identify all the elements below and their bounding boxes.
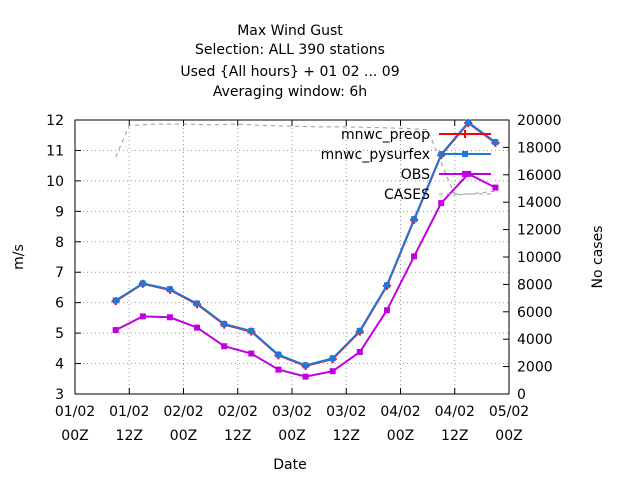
y2-tick-label: 16000 (517, 168, 562, 184)
data-point (248, 327, 255, 334)
title-line-2: Selection: ALL 390 stations (195, 42, 385, 58)
data-point (492, 139, 499, 146)
y2-axis-label: No cases (590, 226, 606, 289)
y-axis-label: m/s (11, 244, 27, 270)
x-tick-label: 04/02 (380, 404, 420, 420)
data-point (329, 368, 336, 375)
y2-tick-label: 2000 (517, 360, 553, 376)
y2-tick-label: 10000 (517, 250, 562, 266)
y2-tick-label: 12000 (517, 223, 562, 239)
x-tick-label: 00Z (387, 428, 414, 444)
data-point (275, 366, 282, 373)
y-tick-label: 5 (55, 326, 64, 342)
data-point (112, 327, 119, 334)
x-tick-label: 12Z (224, 428, 251, 444)
x-tick-label: 02/02 (163, 404, 203, 420)
y2-tick-label: 4000 (517, 332, 553, 348)
x-tick-label: 01/02 (109, 404, 149, 420)
x-tick-label: 00Z (170, 428, 197, 444)
data-point (411, 253, 418, 260)
title-line-3: Used {All hours} + 01 02 ... 09 (180, 64, 399, 80)
legend-label: OBS (401, 167, 430, 183)
data-point (221, 320, 228, 327)
x-tick-label: 12Z (441, 428, 468, 444)
y2-tick-label: 14000 (517, 195, 562, 211)
data-point (194, 300, 201, 307)
data-point (356, 348, 363, 355)
data-point (194, 324, 201, 331)
series-mnwc-pysurfex (112, 119, 499, 369)
y2-tick-label: 6000 (517, 305, 553, 321)
y-tick-label: 4 (55, 357, 64, 373)
tick-marks (74, 119, 510, 395)
series-cases (115, 123, 496, 196)
data-point (112, 297, 119, 304)
data-point (492, 184, 499, 191)
y2-tick-labels: 0 2000 4000 6000 8000 10000 12000 14000 16000 180… (517, 113, 562, 403)
x-tick-label: 00Z (278, 428, 305, 444)
y2-tick-label: 20000 (517, 113, 562, 129)
series-obs (112, 170, 499, 380)
data-point (275, 351, 282, 358)
data-point (383, 282, 390, 289)
data-point (438, 200, 445, 207)
y-tick-labels: 3 4 5 6 7 8 9 10 11 12 (46, 113, 64, 403)
data-point (166, 314, 173, 321)
x-tick-label: 04/02 (435, 404, 475, 420)
legend-marker (461, 130, 469, 138)
legend-label: mnwc_pysurfex (321, 147, 430, 163)
y-tick-label: 9 (55, 204, 64, 220)
legend-marker (462, 171, 468, 177)
data-point (329, 355, 336, 362)
y-tick-label: 10 (46, 174, 64, 190)
y2-tick-label: 18000 (517, 140, 562, 156)
x-tick-label: 12Z (333, 428, 360, 444)
data-point (166, 286, 173, 293)
data-point (221, 343, 228, 350)
x-tick-label: 01/02 (55, 404, 95, 420)
data-point (139, 313, 146, 320)
x-tick-label: 00Z (61, 428, 88, 444)
y2-tick-label: 8000 (517, 277, 553, 293)
data-point (383, 307, 390, 314)
title-line-4: Averaging window: 6h (213, 84, 367, 100)
grid (75, 120, 509, 394)
legend-label: mnwc_preop (341, 127, 430, 143)
x-tick-label: 03/02 (272, 404, 312, 420)
legend-marker (462, 151, 468, 157)
x-tick-labels: 01/02 00Z 01/02 12Z 02/02 00Z 02/02 12Z 03/02 00Z… (55, 404, 529, 444)
series (111, 119, 500, 380)
chart-title: Max Wind Gust Selection: ALL 390 station… (180, 23, 399, 100)
data-point (139, 280, 146, 287)
x-tick-label: 00Z (495, 428, 522, 444)
x-tick-label: 12Z (116, 428, 143, 444)
data-point (465, 119, 472, 126)
x-axis-label: Date (273, 457, 306, 473)
series-line (115, 123, 496, 196)
y-tick-label: 7 (55, 265, 64, 281)
data-point (302, 362, 309, 369)
legend-label: CASES (384, 187, 430, 203)
x-tick-label: 05/02 (489, 404, 529, 420)
y-tick-label: 11 (46, 143, 64, 159)
data-point (356, 327, 363, 334)
y-tick-label: 8 (55, 235, 64, 251)
data-point (411, 216, 418, 223)
y-tick-label: 3 (55, 387, 64, 403)
x-tick-label: 03/02 (326, 404, 366, 420)
x-tick-label: 02/02 (218, 404, 258, 420)
y-tick-label: 6 (55, 296, 64, 312)
title-line-1: Max Wind Gust (237, 23, 343, 39)
series-line (115, 121, 496, 367)
data-point (302, 373, 309, 380)
y2-tick-label: 0 (517, 387, 526, 403)
y-tick-label: 12 (46, 113, 64, 129)
data-point (248, 350, 255, 357)
legend: mnwc_preop mnwc_pysurfex OBS CASES (321, 127, 491, 203)
